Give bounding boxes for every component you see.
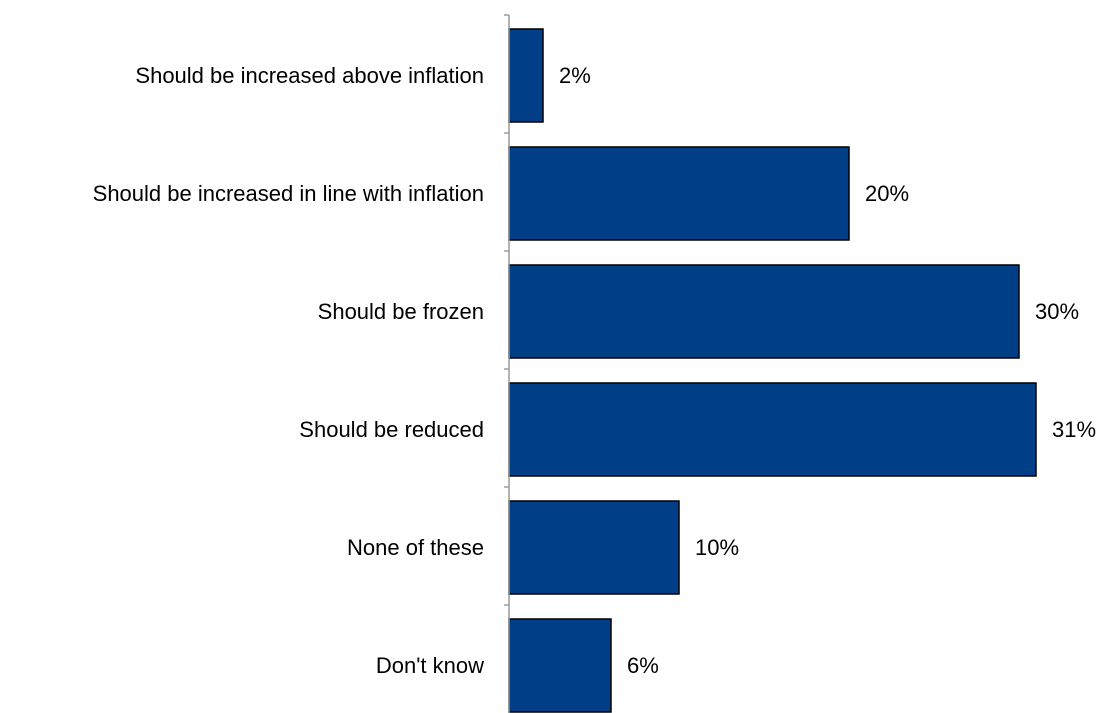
category-label: Don't know: [376, 653, 484, 678]
value-label: 31%: [1052, 417, 1096, 442]
value-label: 6%: [627, 653, 659, 678]
bar: [508, 28, 544, 123]
category-label: Should be reduced: [299, 417, 484, 442]
value-label: 20%: [865, 181, 909, 206]
value-label: 10%: [695, 535, 739, 560]
bar: [508, 146, 850, 241]
category-label: None of these: [347, 535, 484, 560]
value-labels: 2% 20% 30% 31% 10% 6%: [559, 63, 1096, 678]
category-label: Should be increased in line with inflati…: [93, 181, 484, 206]
bar: [508, 382, 1037, 477]
category-label: Should be frozen: [318, 299, 484, 324]
category-axis: [504, 14, 510, 713]
bars-group: [508, 28, 1037, 713]
category-label: Should be increased above inflation: [135, 63, 484, 88]
bar: [508, 500, 680, 595]
bar: [508, 618, 612, 713]
value-label: 2%: [559, 63, 591, 88]
category-labels: Should be increased above inflation Shoul…: [93, 63, 484, 678]
bar: [508, 264, 1020, 359]
value-label: 30%: [1035, 299, 1079, 324]
